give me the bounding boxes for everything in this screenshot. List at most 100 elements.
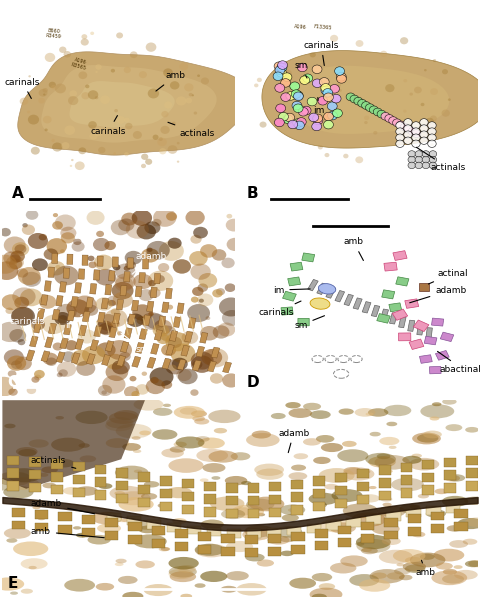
Circle shape xyxy=(393,549,425,563)
Circle shape xyxy=(257,78,262,82)
Bar xyxy=(105,284,112,295)
Bar xyxy=(444,470,456,480)
Circle shape xyxy=(180,407,197,415)
Circle shape xyxy=(260,122,266,128)
Circle shape xyxy=(6,256,24,269)
Circle shape xyxy=(88,262,97,268)
Bar xyxy=(177,359,186,370)
Circle shape xyxy=(221,509,245,519)
Circle shape xyxy=(303,438,321,446)
Circle shape xyxy=(12,242,29,256)
Circle shape xyxy=(465,427,479,433)
Bar xyxy=(426,506,441,515)
Circle shape xyxy=(141,248,159,263)
Circle shape xyxy=(357,101,360,104)
Circle shape xyxy=(423,431,442,439)
Bar xyxy=(105,518,119,527)
Circle shape xyxy=(445,424,462,431)
Circle shape xyxy=(339,542,351,547)
Circle shape xyxy=(411,532,425,538)
Circle shape xyxy=(8,370,16,377)
Circle shape xyxy=(135,560,155,568)
Circle shape xyxy=(144,481,159,488)
Circle shape xyxy=(124,67,131,73)
Bar xyxy=(198,532,212,541)
Circle shape xyxy=(360,494,380,502)
Circle shape xyxy=(14,296,29,308)
Circle shape xyxy=(39,89,48,97)
Circle shape xyxy=(405,557,422,564)
Circle shape xyxy=(464,497,480,505)
Circle shape xyxy=(368,456,396,467)
Bar xyxy=(408,320,415,331)
Circle shape xyxy=(225,476,247,485)
Circle shape xyxy=(22,224,35,235)
Bar xyxy=(335,499,347,508)
Bar xyxy=(29,470,41,479)
Circle shape xyxy=(372,523,400,535)
Circle shape xyxy=(141,154,148,160)
Circle shape xyxy=(412,122,420,129)
Circle shape xyxy=(385,84,395,92)
Bar xyxy=(392,309,408,320)
Circle shape xyxy=(192,416,205,421)
Circle shape xyxy=(412,433,441,445)
Circle shape xyxy=(274,62,284,70)
Circle shape xyxy=(28,233,48,249)
Circle shape xyxy=(161,380,172,389)
Circle shape xyxy=(73,238,82,245)
Circle shape xyxy=(355,157,363,163)
Circle shape xyxy=(426,118,434,125)
Circle shape xyxy=(309,113,319,122)
Circle shape xyxy=(293,91,303,100)
Bar xyxy=(33,322,41,333)
Bar xyxy=(422,485,434,495)
Circle shape xyxy=(68,96,78,105)
Circle shape xyxy=(163,404,171,407)
Circle shape xyxy=(442,574,464,584)
Circle shape xyxy=(106,363,128,381)
Circle shape xyxy=(336,83,341,87)
Circle shape xyxy=(354,97,363,105)
Circle shape xyxy=(384,469,393,473)
Circle shape xyxy=(180,594,192,599)
Circle shape xyxy=(192,361,203,368)
Bar xyxy=(223,362,231,373)
Ellipse shape xyxy=(312,356,324,362)
Circle shape xyxy=(349,574,379,586)
Bar xyxy=(166,288,172,299)
Circle shape xyxy=(79,443,90,448)
Circle shape xyxy=(312,65,322,74)
Circle shape xyxy=(78,71,87,79)
Circle shape xyxy=(210,497,244,511)
Circle shape xyxy=(465,517,480,527)
Circle shape xyxy=(29,439,48,448)
Circle shape xyxy=(115,263,135,280)
Bar xyxy=(169,331,178,341)
Bar xyxy=(291,493,303,502)
Bar xyxy=(382,290,395,299)
Circle shape xyxy=(39,295,56,309)
Circle shape xyxy=(377,454,390,459)
Circle shape xyxy=(359,579,390,592)
Circle shape xyxy=(4,424,16,428)
Circle shape xyxy=(88,90,98,100)
Circle shape xyxy=(324,93,334,101)
Circle shape xyxy=(105,309,127,327)
Circle shape xyxy=(200,571,228,582)
Circle shape xyxy=(313,114,323,122)
Bar xyxy=(45,337,53,348)
Circle shape xyxy=(380,50,387,57)
Circle shape xyxy=(290,82,300,91)
Circle shape xyxy=(121,212,137,226)
Circle shape xyxy=(124,266,130,271)
Bar xyxy=(132,356,141,367)
Circle shape xyxy=(231,505,264,518)
Bar xyxy=(63,268,70,278)
Circle shape xyxy=(168,569,193,579)
Bar xyxy=(7,455,19,465)
Circle shape xyxy=(75,411,108,424)
Circle shape xyxy=(3,486,34,499)
Bar xyxy=(173,317,181,328)
Circle shape xyxy=(293,91,303,100)
